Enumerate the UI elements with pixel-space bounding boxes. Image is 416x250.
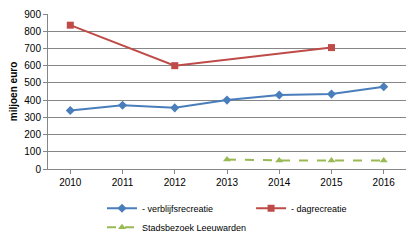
svg-text:200: 200 [24,129,41,140]
svg-text:- dagrecreatie: - dagrecreatie [291,204,347,214]
svg-text:700: 700 [24,43,41,54]
svg-text:300: 300 [24,112,41,123]
svg-text:2013: 2013 [216,177,239,188]
svg-text:2015: 2015 [320,177,343,188]
svg-text:- verblijfsrecreatie: - verblijfsrecreatie [142,204,213,214]
svg-text:miljoen euro: miljoen euro [8,62,19,121]
svg-text:100: 100 [24,146,41,157]
svg-text:600: 600 [24,60,41,71]
svg-text:500: 500 [24,77,41,88]
svg-text:2010: 2010 [59,177,82,188]
svg-text:2014: 2014 [268,177,291,188]
svg-text:800: 800 [24,26,41,37]
svg-text:0: 0 [35,164,41,175]
svg-text:2011: 2011 [112,177,134,188]
svg-text:2016: 2016 [373,177,396,188]
svg-text:2012: 2012 [164,177,187,188]
svg-text:900: 900 [24,9,41,20]
svg-text:Stadsbezoek Leeuwarden: Stadsbezoek Leeuwarden [142,223,246,233]
svg-text:400: 400 [24,95,41,106]
